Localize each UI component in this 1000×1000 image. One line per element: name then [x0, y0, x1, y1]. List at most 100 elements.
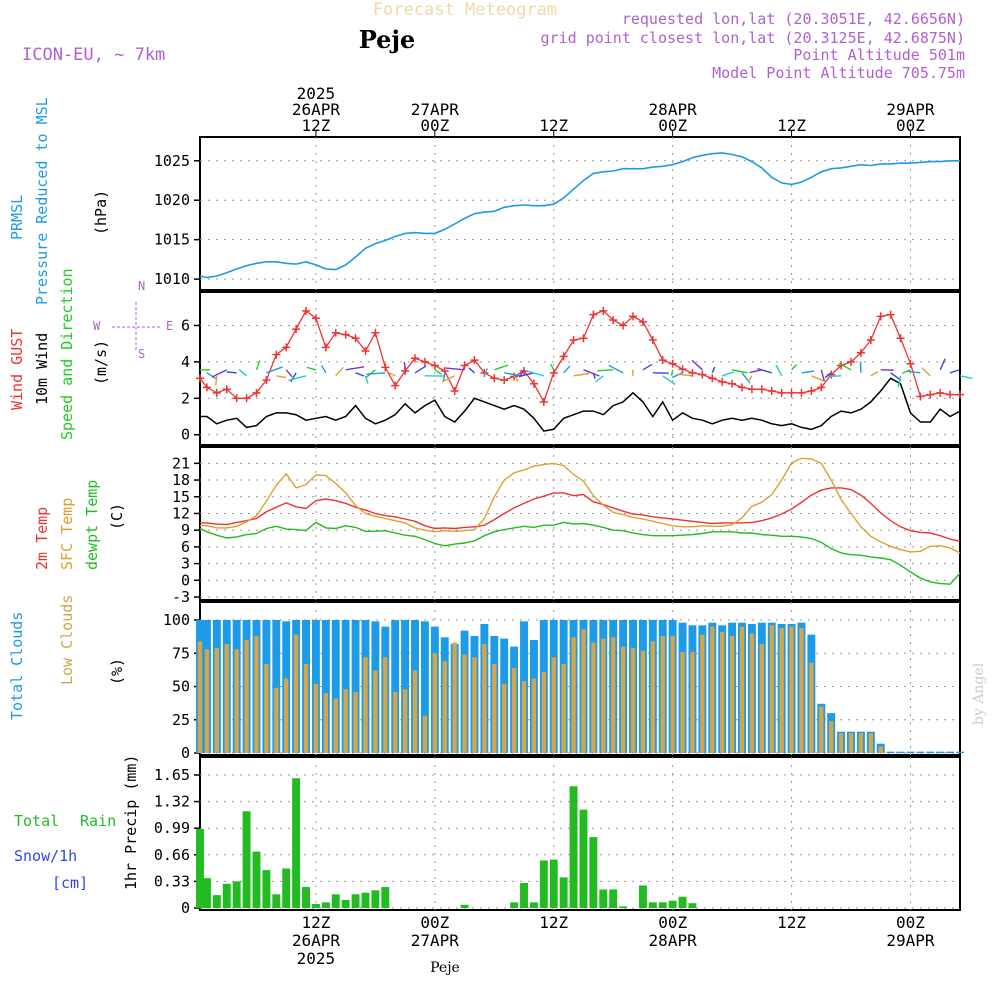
y-tick-label: 1.32: [154, 793, 190, 811]
rain-bar: [321, 902, 330, 908]
wind-arrow: [445, 367, 465, 371]
gust-marker: [668, 359, 677, 368]
rain-bar: [282, 868, 291, 908]
total-cloud-bar: [272, 620, 281, 753]
rain-bar: [589, 837, 598, 908]
pressure-unit: (hPa): [92, 190, 110, 235]
wind-speed-line: [200, 377, 961, 432]
low-cloud-bar: [452, 642, 457, 753]
y-tick-label: 21: [172, 454, 190, 472]
gust-marker: [866, 336, 875, 345]
low-cloud-bar: [838, 733, 844, 753]
gust-marker: [777, 388, 786, 397]
low-cloud-bar: [264, 663, 269, 753]
model-label: ICON-EU, ~ 7km: [22, 45, 165, 65]
total-cloud-bar: [896, 751, 905, 753]
wind-arrow: [902, 369, 911, 374]
wind-arrow: [238, 368, 248, 377]
wind-arrow: [563, 365, 571, 374]
low-cloud-bar: [214, 647, 220, 753]
rain-bar: [302, 887, 310, 908]
gust-marker: [678, 365, 687, 374]
wind-arrow: [642, 363, 653, 371]
low-cloud-bar: [700, 634, 705, 753]
wind-arrow: [290, 372, 297, 383]
gust-marker: [430, 361, 439, 370]
wind-arrow: [441, 375, 455, 383]
compass-w: W: [93, 319, 101, 333]
low-cloud-bar: [819, 706, 824, 753]
low-cloud-bar: [710, 626, 715, 753]
wind-arrow: [321, 365, 327, 374]
gust-marker: [648, 336, 657, 345]
gust-marker: [262, 376, 271, 385]
wind-arrow: [306, 366, 317, 371]
rain-bar: [609, 889, 618, 908]
total-cloud-bar: [351, 620, 360, 753]
gust-marker: [272, 350, 281, 359]
low-cloud-bar: [769, 625, 774, 753]
gust-marker: [579, 334, 588, 343]
rain-bar: [658, 902, 667, 908]
wind-arrow: [828, 375, 842, 378]
total-cloud-bar: [956, 751, 964, 753]
sfc-label: SFC Temp: [58, 498, 76, 570]
gust-marker: [302, 306, 311, 315]
gust-marker: [708, 374, 717, 383]
wind-arrow: [721, 371, 734, 377]
gust-marker: [391, 381, 400, 390]
gust-label: Wind GUST: [8, 329, 26, 410]
bottom-time-label: 12Z: [539, 913, 568, 932]
wind-arrow: [403, 361, 406, 370]
wind-arrow: [949, 369, 960, 374]
bottom-time-label: 00Z: [896, 913, 925, 932]
wind-arrow: [468, 367, 475, 374]
y-tick-label: 6: [181, 538, 190, 556]
bottom-time-label: 29APR: [886, 931, 935, 950]
total-cloud-bar: [906, 751, 915, 753]
wind-arrow: [494, 364, 509, 371]
wind-arrow: [573, 372, 590, 377]
wind-arrow: [597, 369, 614, 372]
rain-bar: [252, 851, 261, 908]
wind-arrow: [870, 371, 879, 377]
low-cloud-bar: [472, 657, 477, 753]
low-cloud-bar: [254, 635, 259, 753]
gust-marker: [222, 385, 231, 394]
low-cloud-bar: [680, 651, 685, 753]
y-tick-label: 2: [181, 389, 190, 407]
rain-bar: [569, 786, 578, 908]
rain-bar: [222, 883, 231, 908]
wind-arrow: [583, 369, 600, 377]
temp-unit: (C): [108, 503, 126, 530]
wind-arrow: [355, 372, 365, 377]
wind-arrow: [255, 360, 261, 371]
wind-arrow: [414, 365, 427, 374]
y-tick-label: 0: [181, 426, 190, 444]
rain-bar: [460, 904, 469, 908]
top-time-label: 2025: [297, 84, 336, 103]
total-cloud-bar: [391, 620, 400, 753]
y-tick-label: 0.33: [154, 872, 190, 890]
low-cloud-bar: [303, 663, 309, 753]
gust-marker: [252, 388, 261, 397]
wind-arrow: [921, 367, 931, 377]
wind-arrow: [747, 375, 753, 382]
rain-bar: [311, 903, 320, 908]
low-cloud-bar: [591, 642, 596, 753]
location-title: Peje: [359, 25, 416, 54]
rain-bar: [361, 892, 370, 908]
temp2m-line: [200, 487, 961, 542]
top-time-label: 12Z: [301, 116, 330, 135]
top-time-label: 27APR: [411, 100, 460, 119]
y-tick-label: -3: [172, 588, 190, 606]
low-cloud-bar: [749, 633, 755, 753]
compass-s: S: [138, 347, 145, 361]
low-cloud-bar: [581, 629, 586, 753]
wind-arrow: [276, 375, 287, 379]
gust-marker: [599, 306, 608, 315]
wind-arrow: [266, 366, 283, 374]
rain-bar: [549, 859, 558, 908]
wind-arrow: [285, 369, 293, 378]
total-cloud-bar: [321, 620, 330, 753]
